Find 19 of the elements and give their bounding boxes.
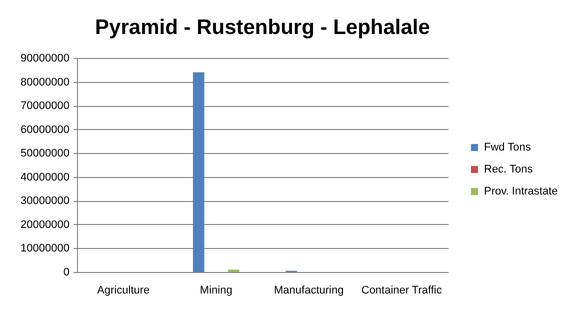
x-tick-label: Container Traffic: [361, 284, 442, 296]
y-tick-label: 20000000: [20, 218, 70, 231]
x-tick-label: Agriculture: [97, 284, 150, 296]
legend-label: Rec. Tons: [484, 164, 534, 176]
legend-label: Fwd Tons: [484, 142, 532, 154]
y-tick-label: 70000000: [20, 100, 70, 112]
y-tick-label: 30000000: [20, 195, 70, 208]
legend-label: Prov. Intrastate: [484, 186, 558, 198]
y-tick-label: 10000000: [20, 242, 70, 255]
x-tick-label: Mining: [200, 284, 232, 296]
chart-title: Pyramid - Rustenburg - Lephalale: [95, 16, 430, 39]
y-tick-label: 0: [63, 266, 70, 278]
bar: [192, 72, 204, 272]
y-tick-label: 60000000: [20, 124, 70, 136]
y-tick-label: 40000000: [20, 171, 70, 184]
y-tick-label: 90000000: [20, 52, 70, 64]
y-tick-label: 50000000: [20, 148, 70, 160]
x-tick-label: Manufacturing: [274, 284, 344, 296]
y-tick-label: 80000000: [20, 76, 70, 88]
